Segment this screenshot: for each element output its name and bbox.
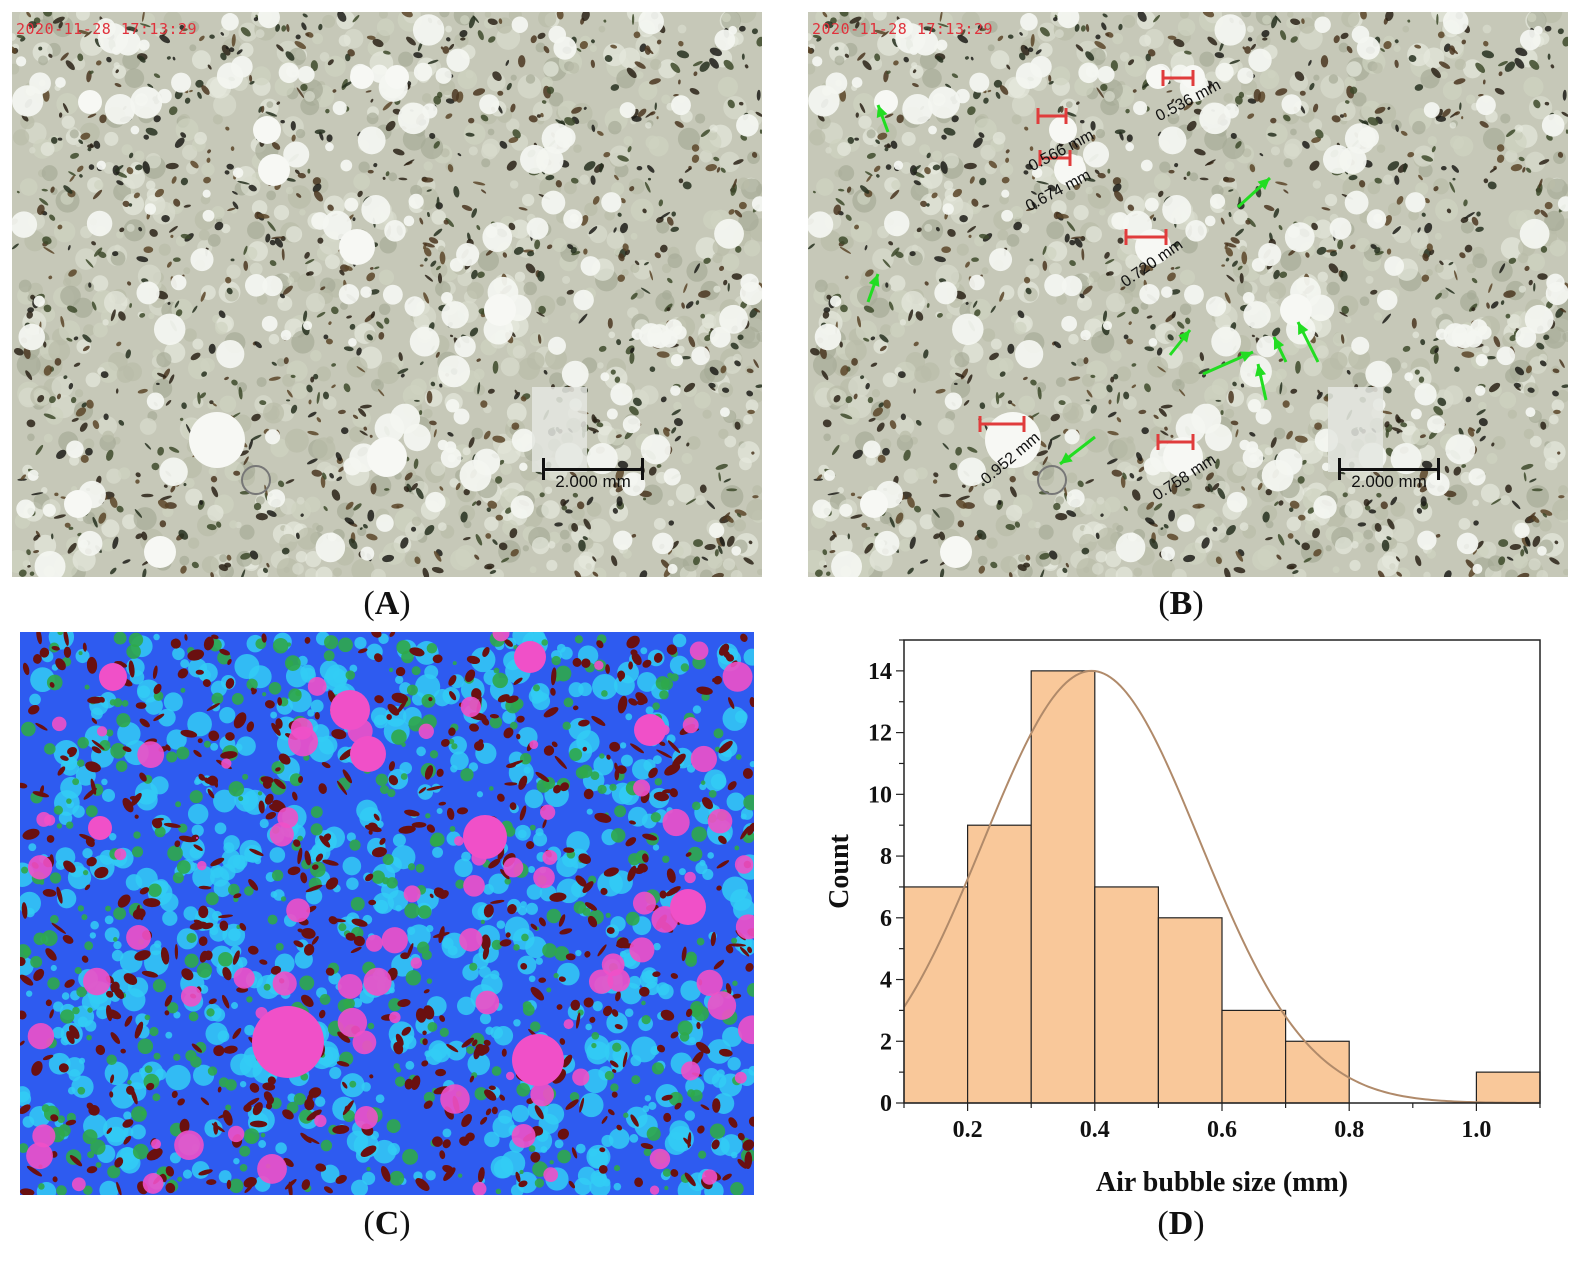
histogram-bar: [1221, 1009, 1287, 1104]
histogram-bar: [1157, 917, 1223, 1104]
timestamp-b: 2020-11-28 17:13:29: [812, 20, 994, 38]
histogram-bar: [1475, 1071, 1541, 1104]
histogram-bar: [1030, 670, 1096, 1104]
y-tick-label: 2: [880, 1029, 892, 1055]
green-arrow-icon: [1272, 336, 1288, 363]
green-arrow-icon: [1202, 350, 1254, 376]
measure-marker-0952: [978, 416, 1026, 432]
caption-a: (A): [363, 585, 411, 622]
green-arrow-icon: [1255, 363, 1268, 401]
y-tick-label: 0: [880, 1091, 892, 1117]
normal-fit-curve: [903, 669, 1541, 1104]
scale-bar-label-a: 2.000 mm: [555, 472, 631, 491]
micrograph-a-image: [12, 12, 762, 577]
scale-bar-a: 2.000 mm: [542, 458, 644, 498]
y-tick-label: 8: [880, 844, 892, 870]
x-tick-label: 0.8: [1334, 1117, 1364, 1143]
green-arrow-icon: [1059, 435, 1096, 466]
measure-marker-0536: [1161, 70, 1195, 86]
histogram-bar: [1094, 886, 1159, 1104]
heatmap-panel-c: [20, 632, 754, 1195]
scale-bar-label-b: 2.000 mm: [1351, 472, 1427, 491]
y-tick-label: 14: [868, 659, 892, 685]
x-tick-label: 1.0: [1461, 1117, 1491, 1143]
green-arrow-icon: [1296, 321, 1320, 363]
y-tick-label: 10: [868, 782, 892, 808]
caption-c: (C): [363, 1205, 411, 1242]
green-arrow-icon: [876, 104, 890, 133]
measure-marker-0674: [1038, 150, 1072, 166]
micrograph-panel-b: 2020-11-28 17:13:29 2.000 mm 0.566 mm 0.…: [808, 12, 1568, 577]
caption-b: (B): [1158, 585, 1204, 622]
x-tick-label: 0.4: [1080, 1117, 1110, 1143]
histogram-bars: [903, 670, 1541, 1104]
timestamp-a: 2020-11-28 17:13:29: [16, 20, 198, 38]
green-arrow-icon: [1236, 176, 1272, 209]
y-axis-label: Count: [824, 833, 855, 908]
y-tick-label: 4: [880, 968, 892, 994]
micrograph-panel-a: 2020-11-28 17:13:29 2.000 mm: [12, 12, 762, 577]
x-tick-label: 0.6: [1207, 1117, 1237, 1143]
false-color-image: [20, 632, 754, 1195]
measure-marker-0720: [1124, 229, 1168, 245]
histogram-chart: 0.2 0.4 0.6 0.8 1.0 0 2 4 6 8 10 12 14 Air bubble siz…: [824, 639, 1541, 1198]
measure-marker-0566: [1036, 108, 1068, 124]
y-tick-label: 12: [868, 721, 892, 747]
x-axis-label: Air bubble size (mm): [1096, 1167, 1348, 1198]
green-arrow-icon: [1168, 329, 1192, 356]
x-tick-label: 0.2: [953, 1117, 983, 1143]
histogram-bar: [967, 824, 1032, 1104]
measure-marker-0758: [1156, 434, 1195, 450]
caption-d: (D): [1157, 1205, 1205, 1242]
scale-bar-b: 2.000 mm: [1338, 458, 1440, 498]
green-arrow-icon: [866, 273, 880, 303]
histogram-bar: [903, 886, 969, 1104]
y-tick-label: 6: [880, 906, 892, 932]
micrograph-b-image: [808, 12, 1568, 577]
